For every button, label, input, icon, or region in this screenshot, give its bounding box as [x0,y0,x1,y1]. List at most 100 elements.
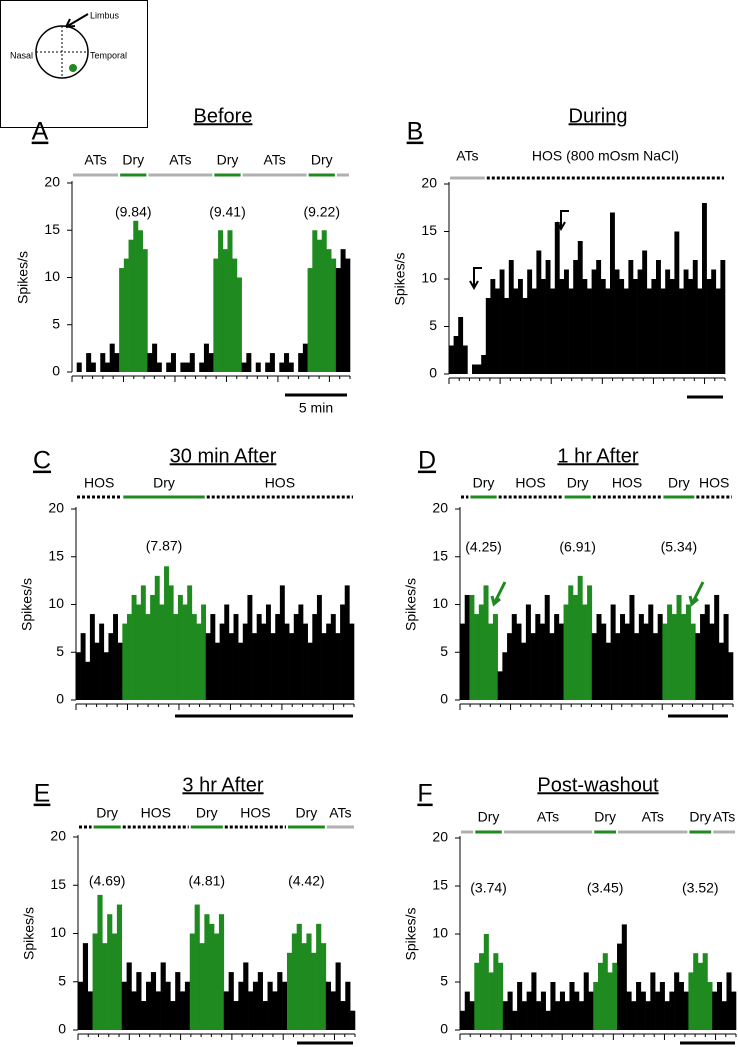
bar [228,633,234,700]
bar [518,279,523,374]
bar [563,604,569,700]
bar [122,623,128,700]
bar [196,623,202,700]
bar [242,623,248,700]
panel: 30 min After C Spikes/s 0 5 10 15 20 HOS Dry (7.87… [19,445,355,718]
bar [214,933,220,1030]
bar [540,991,546,1030]
bar [320,943,327,1030]
bar [726,972,732,1030]
protocol-label: HOS [240,805,270,821]
panel-title: 30 min After [170,445,277,467]
y-axis-label: Spikes/s [392,253,408,306]
bar [702,203,707,374]
mean-annotation: (5.34) [661,539,698,555]
bar [128,239,134,372]
bar [588,991,594,1030]
bar [700,614,706,700]
bar [479,953,485,1030]
bar [693,953,699,1030]
protocol-label: ATs [84,152,106,168]
bar [623,288,629,374]
inset: Limbus Nasal Temporal [0,0,148,128]
bar [131,594,137,700]
bar [199,943,205,1030]
bar [667,604,673,700]
bar [102,943,108,1030]
bar [86,353,92,372]
bar [633,279,638,374]
bar [511,614,517,700]
bar [707,982,713,1030]
bar [189,933,195,1030]
bar [488,623,494,700]
bar [587,585,593,700]
bar [711,269,717,374]
bar [275,614,281,700]
bar [191,614,197,700]
bar [731,991,737,1030]
y-tick-label: 20 [432,500,448,516]
bar [704,604,710,700]
bar [541,279,546,374]
bar [469,1001,475,1030]
bar [559,991,565,1030]
bar [223,991,229,1030]
bar [87,991,93,1030]
bar [582,279,588,374]
bar [657,614,663,700]
bar [568,585,574,700]
y-tick-label: 15 [421,222,437,238]
bar [142,249,148,372]
bar [219,623,225,700]
bar [516,623,522,700]
y-tick-label: 5 [58,972,66,988]
bar [228,972,234,1030]
bar [508,260,514,374]
bar [189,353,195,372]
protocol-label: HOS [699,475,729,491]
bar [591,633,597,700]
bar [683,269,689,374]
mean-annotation: (7.87) [146,538,183,554]
bar [474,614,480,700]
panel-letter: F [417,780,432,808]
bar [462,345,468,374]
bar [640,991,646,1030]
y-tick-label: 5 [440,973,448,989]
bar [340,1001,346,1030]
bar [289,633,295,700]
bar [550,288,556,374]
panel-letter: D [418,447,436,475]
y-tick-label: 10 [432,595,448,611]
panel: 3 hr After E Spikes/s 0 5 10 15 20 Dry (4.69) HOS D… [21,774,356,1045]
protocol-label: Dry [594,809,616,825]
bar [507,633,513,700]
bar [131,991,137,1030]
bar [605,288,611,374]
bar [645,1001,651,1030]
protocol-label: Dry [567,475,589,491]
bar [340,249,346,372]
panel-letter: E [34,780,51,808]
bar [288,362,294,372]
bar [321,633,327,700]
y-tick-label: 0 [58,1021,66,1037]
bar [535,614,541,700]
bar [504,298,510,374]
marker-arrow [490,581,507,607]
panel-title: 1 hr After [557,445,638,467]
recording-site [69,64,77,72]
bar [572,594,578,700]
bar [164,566,169,700]
bar [160,962,166,1030]
y-tick-label: 0 [440,691,448,707]
bar [662,623,668,700]
bar [321,230,327,372]
bar [185,362,191,372]
bar [312,614,318,700]
y-axis-label: Spikes/s [19,578,35,631]
protocol-label: Dry [196,805,218,821]
panel-letter: A [32,118,49,146]
protocol-label: Dry [296,805,318,821]
